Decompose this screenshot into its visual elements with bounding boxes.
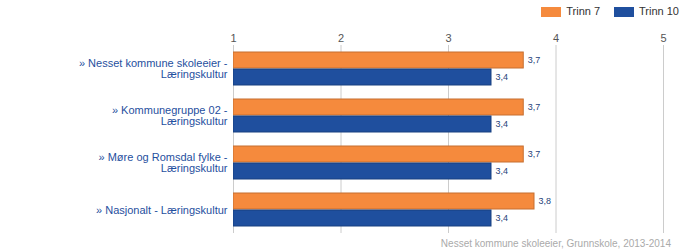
svg-text:3,4: 3,4	[496, 119, 509, 129]
svg-text:3,4: 3,4	[496, 166, 509, 176]
svg-text:2: 2	[338, 32, 344, 44]
svg-text:3: 3	[445, 32, 451, 44]
svg-text:4: 4	[553, 32, 559, 44]
svg-text:» Kommunegruppe 02 -Læringskul: » Kommunegruppe 02 -Læringskultur	[112, 104, 228, 127]
svg-text:» Nesset kommune skoleeier -Læ: » Nesset kommune skoleeier -Læringskultu…	[79, 57, 228, 80]
html-text:Trinn 10: Trinn 10	[639, 5, 679, 17]
svg-text:3,8: 3,8	[539, 196, 552, 206]
svg-text:3,7: 3,7	[528, 149, 541, 159]
svg-text:» Nasjonalt - Læringskultur: » Nasjonalt - Læringskultur	[96, 204, 228, 216]
html-text:Trinn 7: Trinn 7	[566, 5, 600, 17]
svg-text:3,7: 3,7	[528, 55, 541, 65]
svg-text:» Møre og Romsdal fylke -Lærin: » Møre og Romsdal fylke -Læringskultur	[99, 151, 228, 174]
svg-text:3,7: 3,7	[528, 102, 541, 112]
svg-text:3,4: 3,4	[496, 72, 509, 82]
svg-text:1: 1	[230, 32, 236, 44]
html-text:Nesset kommune skoleeier, Grun: Nesset kommune skoleeier, Grunnskole, 20…	[440, 238, 671, 249]
svg-text:3,4: 3,4	[496, 213, 509, 223]
svg-text:5: 5	[660, 32, 666, 44]
